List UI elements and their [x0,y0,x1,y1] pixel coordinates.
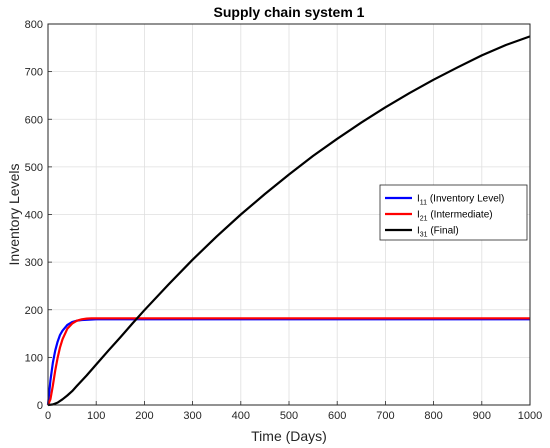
y-tick-label: 600 [25,114,43,126]
y-tick-label: 300 [25,257,43,269]
x-tick-label: 200 [135,410,153,422]
x-tick-label: 0 [45,410,51,422]
y-tick-label: 0 [37,400,43,412]
y-tick-label: 200 [25,305,43,317]
legend-label-I21: I21 (Intermediate) [417,210,493,223]
x-tick-label: 300 [183,410,201,422]
x-tick-label: 400 [232,410,250,422]
y-tick-label: 700 [25,67,43,79]
y-tick-label: 400 [25,210,43,222]
x-tick-label: 900 [473,410,491,422]
chart-title: Supply chain system 1 [214,4,365,20]
x-tick-label: 800 [424,410,442,422]
y-tick-label: 500 [25,162,43,174]
series-line-I31 [47,35,531,407]
legend-label-I11: I11 (Inventory Level) [417,194,504,207]
series-lines [46,35,531,407]
series-line-I21 [46,317,530,406]
x-tick-label: 100 [87,410,105,422]
y-tick-label: 800 [25,19,43,31]
x-tick-label: 1000 [518,410,542,422]
legend-label-I31: I31 (Final) [417,226,459,239]
x-tick-label: 600 [328,410,346,422]
y-tick-label: 100 [25,352,43,364]
x-tick-label: 700 [376,410,394,422]
x-tick-label: 500 [280,410,298,422]
x-axis-label: Time (Days) [251,428,327,444]
legend: I11 (Inventory Level) I21 (Intermediate) I… [379,184,528,241]
y-axis-label: Inventory Levels [6,164,22,266]
axis-ticks: 0 100 200 300 400 500 600 700 800 900 1000 0 100 200 3… [25,19,543,422]
